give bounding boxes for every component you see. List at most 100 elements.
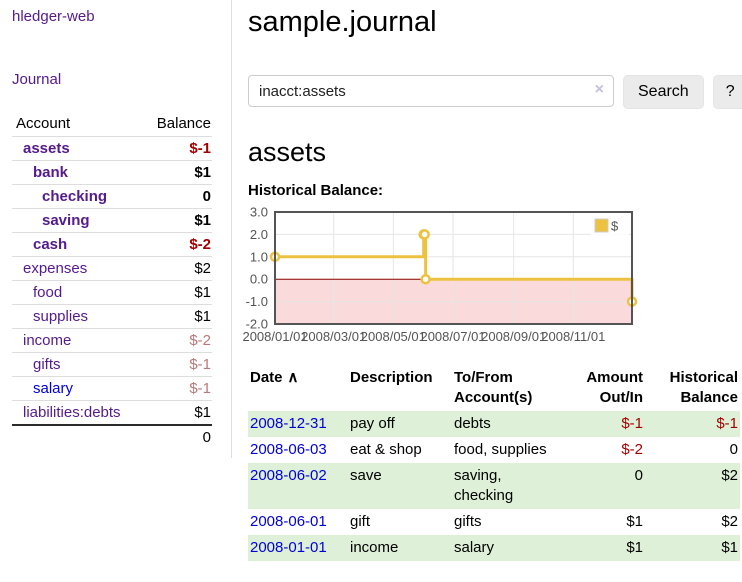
accounts-header-line2: Account(s) xyxy=(454,389,533,406)
account-row: saving $1 xyxy=(12,208,212,233)
legend-swatch xyxy=(594,218,609,233)
legend-label: $ xyxy=(611,219,619,234)
x-axis-tick-label: 2008/03/01 xyxy=(301,329,366,344)
account-balance: $-1 xyxy=(141,376,212,401)
register-balance-cell: $2 xyxy=(721,467,738,484)
register-accounts-cell: food, supplies xyxy=(454,441,547,458)
register-date-cell: 2008-06-01 xyxy=(248,509,348,535)
register-accounts-cell: salary xyxy=(454,539,495,556)
account-name-cell: income xyxy=(12,328,142,353)
account-row: liabilities:debts $1 xyxy=(12,400,212,426)
sidebar-account-expenses[interactable]: expenses xyxy=(23,260,88,277)
accounts-total-row: 0 xyxy=(12,424,212,449)
account-row: cash $-2 xyxy=(12,232,212,257)
register-description-cell: eat & shop xyxy=(350,441,422,458)
register-balance-cell: 0 xyxy=(729,441,738,458)
account-name-cell: gifts xyxy=(12,352,142,377)
account-row: supplies $1 xyxy=(12,304,212,329)
account-balance: $-2 xyxy=(141,232,212,257)
account-row: expenses $2 xyxy=(12,256,212,281)
transaction-date-link[interactable]: 2008-12-31 xyxy=(250,415,327,432)
sidebar-account-gifts[interactable]: gifts xyxy=(33,356,61,373)
data-point-marker xyxy=(420,273,431,285)
main-content: sample.journal × Search ? assets Histori… xyxy=(232,0,742,561)
search-box: × xyxy=(248,75,614,107)
accounts-header-balance: Balance xyxy=(141,112,212,137)
account-balance: $-1 xyxy=(141,352,212,377)
register-description-cell: save xyxy=(350,467,382,484)
brand-link[interactable]: hledger-web xyxy=(12,8,95,25)
account-name-cell: food xyxy=(12,280,142,305)
clear-search-icon[interactable]: × xyxy=(594,81,604,98)
account-row: bank $1 xyxy=(12,160,212,185)
account-row: income $-2 xyxy=(12,328,212,353)
account-balance: 0 xyxy=(141,184,212,209)
sidebar-account-supplies[interactable]: supplies xyxy=(33,308,89,325)
register-date-cell: 2008-06-03 xyxy=(248,437,348,463)
help-button[interactable]: ? xyxy=(712,75,742,109)
balance-header-line2: Balance xyxy=(680,389,738,406)
sidebar-account-food[interactable]: food xyxy=(33,284,63,301)
y-axis-tick-label: 0.0 xyxy=(250,272,268,287)
account-name-cell: liabilities:debts xyxy=(12,400,142,426)
page: hledger-web Journal Account Balance asse… xyxy=(0,0,742,561)
register-header-amount: Amount Out/In xyxy=(564,365,645,411)
register-row: 2008-06-02 save saving, checking 0 $2 xyxy=(248,463,740,509)
chart-title: Historical Balance: xyxy=(248,182,384,199)
sidebar-account-income[interactable]: income xyxy=(23,332,72,349)
transaction-date-link[interactable]: 2008-06-02 xyxy=(250,467,327,484)
accounts-table: Account Balance assets $-1 bank $1 checking 0… xyxy=(12,112,212,449)
search-input[interactable] xyxy=(248,75,614,107)
x-axis-tick-label: 2008/09/01 xyxy=(481,329,546,344)
sidebar-account-salary[interactable]: salary xyxy=(33,380,74,397)
y-axis-tick-label: 3.0 xyxy=(250,205,268,220)
register-table: Date ∧ Description To/From Account(s) Amo… xyxy=(248,365,740,561)
account-balance: $1 xyxy=(141,160,212,185)
account-row: salary $-1 xyxy=(12,376,212,401)
register-row: 2008-06-03 eat & shop food, supplies $-2 0 xyxy=(248,437,740,463)
data-point-marker xyxy=(419,229,430,240)
accounts-total-value: 0 xyxy=(141,424,212,449)
x-axis-tick-label: 2008/07/01 xyxy=(420,329,485,344)
account-name-cell: salary xyxy=(12,376,142,401)
account-heading: assets xyxy=(248,137,327,167)
account-row: checking 0 xyxy=(12,184,212,209)
register-row: 2008-01-01 income salary $1 $1 xyxy=(248,535,740,561)
account-balance: $1 xyxy=(141,304,212,329)
sidebar: hledger-web Journal Account Balance asse… xyxy=(0,0,232,458)
transaction-date-link[interactable]: 2008-06-01 xyxy=(250,513,327,530)
account-name-cell: checking xyxy=(12,184,142,209)
account-balance: $1 xyxy=(141,280,212,305)
page-title: sample.journal xyxy=(248,6,437,38)
historical-balance-chart: 3.0 2.0 1.0 0.0 -1.0 -2.02008/01/012008/03/01… xyxy=(242,205,638,344)
register-description-cell: income xyxy=(350,539,399,556)
sidebar-account-cash[interactable]: cash xyxy=(33,236,68,253)
transaction-date-link[interactable]: 2008-06-03 xyxy=(250,441,327,458)
sidebar-account-bank[interactable]: bank xyxy=(33,164,69,181)
accounts-header-line1: To/From xyxy=(454,369,513,386)
y-axis-tick-label: 2.0 xyxy=(250,227,268,242)
account-name-cell: supplies xyxy=(12,304,142,329)
account-row: gifts $-1 xyxy=(12,352,212,377)
sidebar-account-liabilities-debts[interactable]: liabilities:debts xyxy=(23,404,121,421)
account-balance: $-2 xyxy=(141,328,212,353)
accounts-table-header: Account Balance xyxy=(12,112,212,137)
date-header-label: Date xyxy=(250,369,283,386)
register-amount-cell: $-1 xyxy=(621,415,643,432)
amount-header-line1: Amount xyxy=(586,369,643,386)
transaction-date-link[interactable]: 2008-01-01 xyxy=(250,539,327,556)
account-row: food $1 xyxy=(12,280,212,305)
register-description-cell: gift xyxy=(350,513,371,530)
search-button[interactable]: Search xyxy=(623,75,704,109)
register-balance-cell: $-1 xyxy=(716,415,738,432)
register-row: 2008-12-31 pay off debts $-1 $-1 xyxy=(248,411,740,437)
sidebar-account-assets[interactable]: assets xyxy=(23,140,70,157)
journal-link[interactable]: Journal xyxy=(12,71,62,88)
register-amount-cell: $1 xyxy=(626,539,643,556)
sidebar-account-saving[interactable]: saving xyxy=(42,212,90,229)
sidebar-account-checking[interactable]: checking xyxy=(42,188,108,205)
account-balance: $2 xyxy=(141,256,212,281)
register-header-date[interactable]: Date ∧ xyxy=(248,365,348,411)
nav-journal: Journal xyxy=(12,71,231,88)
x-axis-tick-label: 2008/01/01 xyxy=(242,329,307,344)
